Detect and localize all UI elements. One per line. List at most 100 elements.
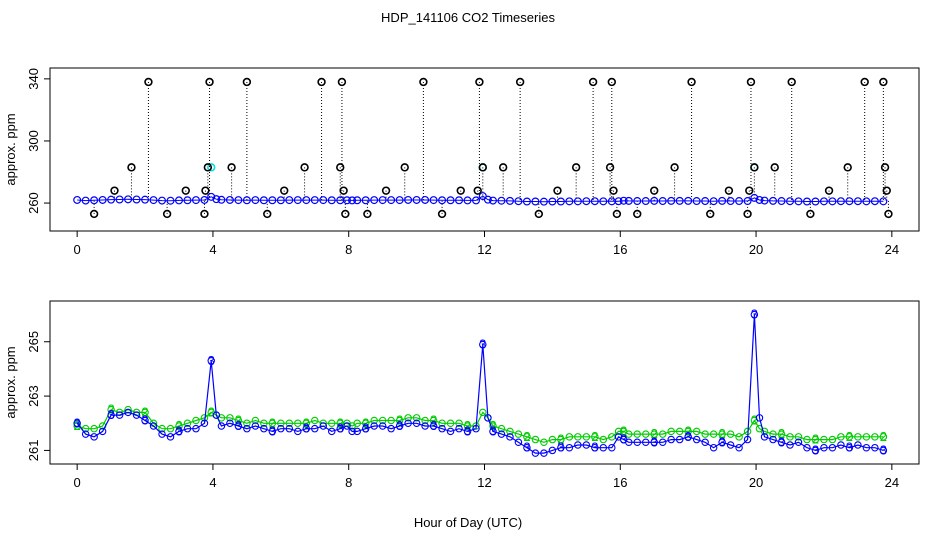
series-point-2	[243, 419, 251, 427]
series-point-2	[81, 424, 90, 433]
outlier-point	[201, 186, 210, 195]
outlier-point	[339, 186, 348, 195]
series-point-3	[879, 446, 888, 455]
chart-title: HDP_141106 CO2 Timeseries	[381, 10, 555, 25]
series-point-3	[565, 443, 574, 452]
x-tick-label: 16	[613, 242, 627, 257]
baseline-point	[343, 196, 352, 205]
series-point-2	[641, 430, 650, 438]
series-point-3	[718, 438, 726, 447]
series-point-3	[479, 340, 487, 349]
baseline-point	[200, 195, 209, 204]
series-point-2	[260, 419, 268, 427]
baseline-point	[212, 195, 221, 204]
series-point-2	[871, 433, 879, 441]
outlier-point	[787, 77, 796, 87]
series-glyph-3: 3	[880, 442, 887, 457]
series-glyph-2: 2	[362, 415, 369, 430]
series-glyph-3: 3	[812, 442, 819, 457]
series-point-2	[760, 427, 769, 436]
outlier-point	[770, 163, 779, 172]
series-point-3	[311, 424, 319, 433]
series-glyph-2: 2	[620, 423, 627, 438]
series-point-2	[455, 419, 463, 427]
series-point-3	[760, 433, 769, 441]
baseline-point	[565, 197, 574, 206]
series-point-2	[803, 435, 811, 444]
series-glyph-3: 3	[751, 307, 758, 322]
highlight-point	[207, 163, 216, 172]
baseline-point	[709, 197, 718, 206]
baseline-point	[658, 197, 667, 206]
series-glyph-3: 3	[557, 440, 564, 455]
upper-plot-frame	[49, 67, 920, 232]
series-glyph-3: 3	[396, 418, 403, 433]
baseline-point	[455, 196, 464, 205]
x-tick-label: 0	[74, 242, 81, 257]
outlier-point	[498, 163, 508, 172]
x-tick-label: 24	[885, 242, 899, 257]
series-point-2	[404, 414, 412, 422]
outlier-point	[746, 77, 756, 87]
series-point-2	[591, 433, 599, 441]
series-point-2	[650, 430, 658, 438]
series-point-3	[871, 443, 879, 452]
baseline-point	[353, 196, 362, 205]
baseline-point	[667, 196, 676, 205]
series-point-3	[641, 438, 650, 447]
baseline-point	[879, 197, 888, 206]
baseline-point	[755, 195, 764, 204]
series-glyph-2: 2	[175, 418, 182, 433]
series-point-3	[421, 422, 429, 430]
series-point-2	[854, 433, 862, 441]
baseline-point	[786, 197, 795, 206]
series-point-3	[591, 443, 599, 452]
baseline-point	[750, 193, 759, 202]
series-point-3	[251, 422, 260, 430]
series-point-3	[794, 438, 803, 447]
baseline-point	[624, 196, 633, 205]
series-glyph-3: 3	[175, 423, 182, 438]
baseline-point	[319, 196, 328, 205]
series-point-2	[709, 430, 718, 438]
series-point-2	[192, 416, 200, 425]
series-point-3	[132, 411, 141, 419]
series-point-2	[421, 416, 429, 425]
baseline-point	[348, 196, 357, 205]
outlier-point	[806, 209, 815, 219]
series-point-3	[484, 414, 492, 422]
series-glyph-3: 3	[208, 353, 215, 368]
series-point-3	[115, 411, 124, 419]
series-point-2	[794, 433, 803, 441]
series-point-3	[327, 427, 336, 436]
outlier-point	[607, 77, 616, 87]
series-point-3	[472, 424, 480, 433]
series-point-3	[574, 441, 582, 449]
outlier-point	[609, 186, 618, 195]
baseline-point	[828, 197, 837, 206]
baseline-point	[802, 197, 811, 206]
series-glyph-2: 2	[591, 429, 598, 444]
series-glyph-3: 3	[464, 423, 471, 438]
outlier-point	[750, 163, 759, 172]
baseline-point	[870, 197, 879, 206]
series-point-3	[343, 422, 351, 430]
series-point-2	[277, 419, 285, 427]
series-point-2	[429, 416, 438, 425]
outlier-point	[181, 186, 190, 195]
outlier-point	[553, 186, 562, 195]
series-glyph-3: 3	[489, 423, 496, 438]
series-point-3	[726, 441, 735, 449]
outlier-point	[515, 77, 525, 87]
baseline-point	[107, 195, 116, 204]
series-point-2	[479, 408, 487, 417]
outlier-point	[824, 186, 834, 195]
baseline-point	[743, 197, 752, 206]
series-point-2	[73, 422, 81, 430]
baseline-point	[619, 196, 628, 205]
series-glyph-3: 3	[620, 432, 627, 447]
series-point-3	[90, 433, 98, 441]
baseline-point	[701, 197, 710, 206]
series-point-3	[828, 443, 837, 452]
outlier-point	[227, 163, 236, 172]
